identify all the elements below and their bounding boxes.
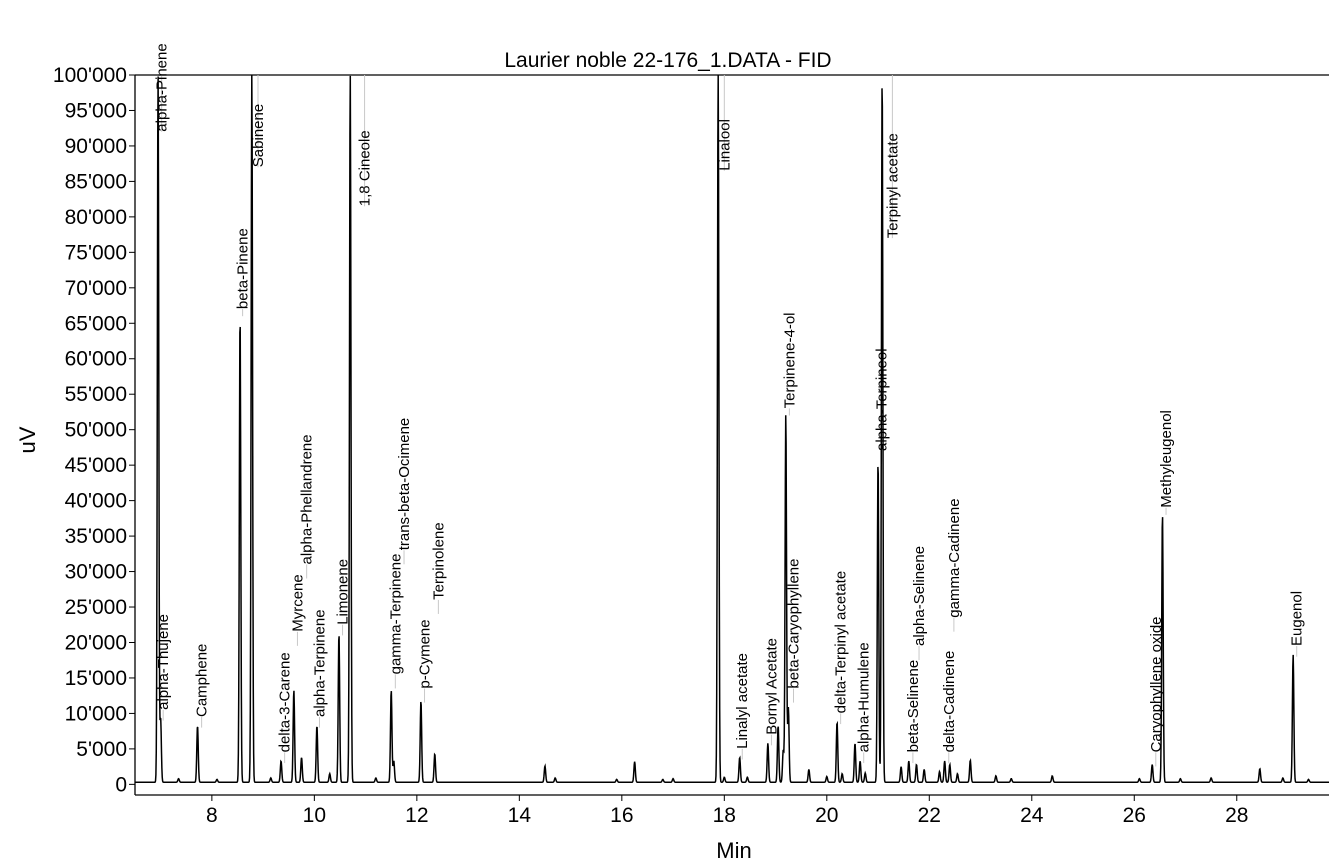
- peak-label: Bornyl Acetate: [764, 638, 781, 735]
- peak-label: Linalool: [716, 119, 733, 171]
- y-tick-label: 80'000: [65, 206, 127, 229]
- peak-label: Myrcene: [289, 574, 306, 632]
- peak-label: Sabinene: [250, 104, 267, 167]
- x-tick-label: 10: [303, 804, 326, 827]
- x-tick-label: 8: [206, 804, 218, 827]
- y-tick-label: 0: [115, 773, 127, 796]
- peak-label: beta-Selinene: [905, 660, 922, 753]
- peak-label: Limonene: [335, 559, 352, 625]
- y-axis-label: uV: [15, 426, 40, 453]
- x-tick-label: 14: [508, 804, 532, 827]
- chromatogram-trace: [135, 74, 1329, 783]
- peak-label: alpha-Selinene: [911, 546, 928, 646]
- peak-label: alpha-Humulene: [856, 642, 873, 752]
- y-tick-label: 30'000: [65, 561, 127, 584]
- peak-label: Eugenol: [1289, 591, 1306, 646]
- y-axis-ticks: 0 5'000 10'000 15'000 20'000 25'000 30'000 35'0…: [53, 64, 135, 796]
- peak-label: gamma-Terpinene: [387, 553, 404, 674]
- x-axis-ticks: 8 10 12 14 16 18 20 22 24 26 28: [206, 795, 1248, 827]
- peak-label: beta-Caryophyllene: [786, 559, 803, 689]
- peak-label: alpha-Terpinene: [312, 609, 329, 717]
- y-tick-label: 50'000: [65, 419, 127, 442]
- peak-label: delta-Terpinyl acetate: [833, 571, 850, 714]
- peak-label: p-Cymene: [417, 619, 434, 688]
- peak-label: Terpinene-4-ol: [781, 313, 798, 409]
- peak-label: Terpinyl acetate: [884, 133, 901, 238]
- peak-label: trans-beta-Ocimene: [396, 418, 413, 551]
- y-tick-label: 75'000: [65, 241, 127, 264]
- y-tick-label: 65'000: [65, 312, 127, 335]
- x-tick-label: 28: [1225, 804, 1248, 827]
- peak-label: delta-Cadinene: [941, 651, 958, 753]
- x-tick-label: 20: [815, 804, 838, 827]
- plot-frame: [134, 74, 1329, 796]
- peak-label: alpha-Phellandrene: [299, 434, 316, 564]
- y-tick-label: 85'000: [65, 170, 127, 193]
- peak-label: Terpinolene: [430, 522, 447, 600]
- x-tick-label: 24: [1020, 804, 1044, 827]
- peak-label: 1,8 Cineole: [357, 130, 374, 206]
- y-tick-label: 95'000: [65, 99, 127, 122]
- y-tick-label: 70'000: [65, 277, 127, 300]
- x-tick-label: 12: [405, 804, 428, 827]
- peak-label: gamma-Cadinene: [946, 498, 963, 617]
- peak-label: Methyleugenol: [1158, 410, 1175, 508]
- x-tick-label: 18: [713, 804, 736, 827]
- x-axis-label: Min: [716, 838, 751, 863]
- y-tick-label: 20'000: [65, 631, 127, 654]
- peak-label: Caryophyllene oxide: [1148, 616, 1165, 752]
- y-tick-label: 90'000: [65, 135, 127, 158]
- peak-label-guides: [161, 75, 1298, 767]
- peak-label: alpha-Terpineol: [874, 348, 891, 451]
- y-tick-label: 35'000: [65, 525, 127, 548]
- peak-label: Linalyl acetate: [734, 653, 751, 749]
- y-tick-label: 55'000: [65, 383, 127, 406]
- peak-label: alpha-Thujene: [155, 614, 172, 710]
- y-tick-label: 40'000: [65, 490, 127, 513]
- y-tick-label: 5'000: [76, 738, 127, 761]
- x-tick-label: 16: [610, 804, 633, 827]
- y-tick-label: 10'000: [65, 702, 127, 725]
- y-tick-label: 100'000: [53, 64, 127, 87]
- peak-label: alpha-Pinene: [154, 43, 171, 131]
- y-tick-label: 60'000: [65, 348, 127, 371]
- y-tick-label: 15'000: [65, 667, 127, 690]
- peak-label: Camphene: [194, 644, 211, 717]
- peak-label: delta-3-Carene: [277, 652, 294, 752]
- x-tick-label: 22: [918, 804, 941, 827]
- chart-title: Laurier noble 22-176_1.DATA - FID: [504, 49, 831, 72]
- peak-labels: alpha-Pinene alpha-Thujene Camphene beta-Pi…: [154, 43, 1306, 752]
- x-tick-label: 26: [1123, 804, 1146, 827]
- y-tick-label: 45'000: [65, 454, 127, 477]
- peak-label: beta-Pinene: [235, 228, 252, 309]
- y-tick-label: 25'000: [65, 596, 127, 619]
